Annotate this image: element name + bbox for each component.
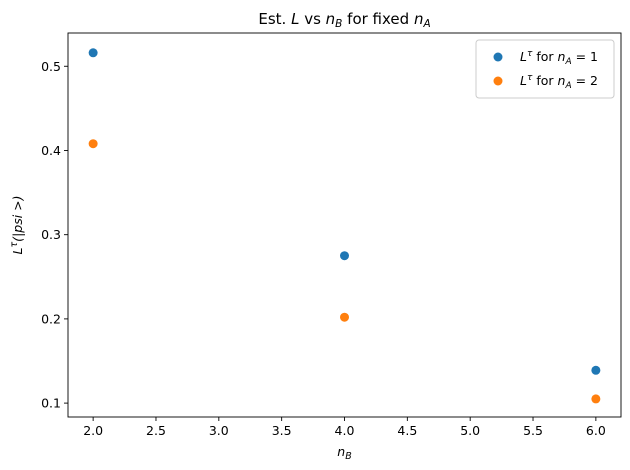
data-point-series-1 [88, 48, 98, 58]
x-tick-label: 2.0 [83, 423, 103, 438]
x-axis-label: nB [337, 444, 351, 462]
legend-marker-series-1 [493, 52, 503, 62]
legend-marker-series-2 [493, 76, 503, 86]
x-tick-label: 6.0 [586, 423, 606, 438]
data-point-series-2 [340, 312, 349, 322]
axes-frame [67, 32, 622, 418]
chart-title: Est. L vs nB for fixed nA [258, 10, 430, 30]
x-tick-label: 2.5 [146, 423, 166, 438]
legend-box [475, 39, 615, 99]
y-tick-label: 0.2 [41, 311, 61, 326]
data-point-series-1 [591, 365, 601, 375]
y-axis-label: Lτ(|psi >) [9, 195, 25, 254]
data-points [88, 48, 601, 404]
x-tick-label: 3.0 [209, 423, 229, 438]
x-tick-label: 4.0 [335, 423, 355, 438]
y-tick-label: 0.5 [41, 59, 61, 74]
data-point-series-2 [591, 394, 601, 404]
legend: Lτ for nA = 1 Lτ for nA = 2 [475, 39, 615, 99]
x-tick-label: 3.5 [272, 423, 292, 438]
y-tick-label: 0.1 [41, 396, 61, 411]
legend-label-series-1: Lτ for nA = 1 [520, 49, 598, 67]
axis-ticks: 2.0 2.5 3.0 3.5 4.0 4.5 5.0 5.5 6.0 0.1 0.2 0.3 0.4 0… [41, 59, 606, 438]
y-tick-label: 0.4 [41, 143, 61, 158]
x-tick-label: 4.5 [397, 423, 417, 438]
x-tick-label: 5.5 [523, 423, 543, 438]
data-point-series-2 [88, 139, 98, 149]
y-tick-label: 0.3 [41, 227, 61, 242]
data-point-series-1 [340, 251, 349, 261]
legend-label-series-2: Lτ for nA = 2 [520, 73, 598, 91]
x-tick-label: 5.0 [460, 423, 480, 438]
